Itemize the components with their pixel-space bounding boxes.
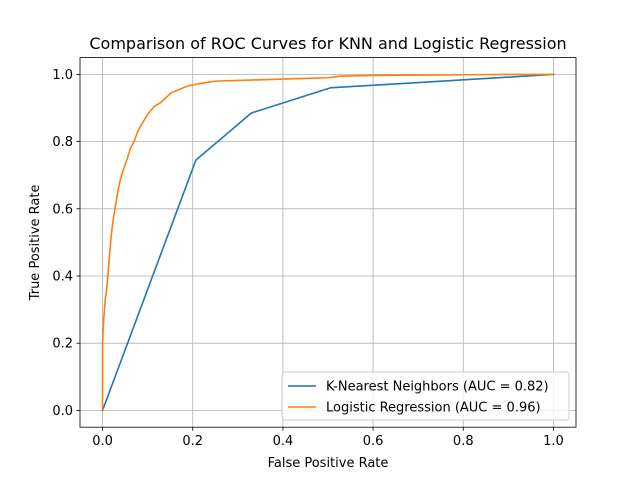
x-tick-label: 1.0 bbox=[543, 434, 564, 449]
y-tick-label: 1.0 bbox=[52, 68, 73, 83]
x-tick-label: 0.2 bbox=[182, 434, 203, 449]
x-tick-label: 0.4 bbox=[273, 434, 294, 449]
tick-layer: 0.0 0.2 0.4 0.6 0.8 1.0 0.0 0.2 0.4 0.6 0.8 1.0 bbox=[52, 68, 563, 449]
grid-layer bbox=[80, 57, 576, 428]
chart-title: Comparison of ROC Curves for KNN and Log… bbox=[89, 34, 566, 53]
legend-entry: K-Nearest Neighbors (AUC = 0.82) bbox=[326, 380, 549, 395]
y-tick-label: 0.6 bbox=[52, 202, 73, 217]
series-layer bbox=[101, 73, 555, 412]
legend-entry: Logistic Regression (AUC = 0.96) bbox=[326, 401, 541, 416]
legend: K-Nearest Neighbors (AUC = 0.82) Logistic… bbox=[281, 371, 570, 421]
x-tick-label: 0.6 bbox=[363, 434, 384, 449]
plot-frame bbox=[79, 57, 577, 428]
y-tick-label: 0.4 bbox=[52, 270, 73, 285]
series-line-knn bbox=[101, 73, 555, 412]
y-axis-label: True Positive Rate bbox=[28, 184, 43, 301]
series-line-logistic-regression bbox=[101, 73, 555, 412]
x-tick-label: 0.8 bbox=[453, 434, 474, 449]
y-tick-label: 0.2 bbox=[52, 337, 73, 352]
x-tick-label: 0.0 bbox=[92, 434, 113, 449]
x-axis-label: False Positive Rate bbox=[268, 456, 389, 471]
legend-box bbox=[281, 371, 570, 421]
y-tick-label: 0.8 bbox=[52, 135, 73, 150]
y-tick-label: 0.0 bbox=[52, 404, 73, 419]
